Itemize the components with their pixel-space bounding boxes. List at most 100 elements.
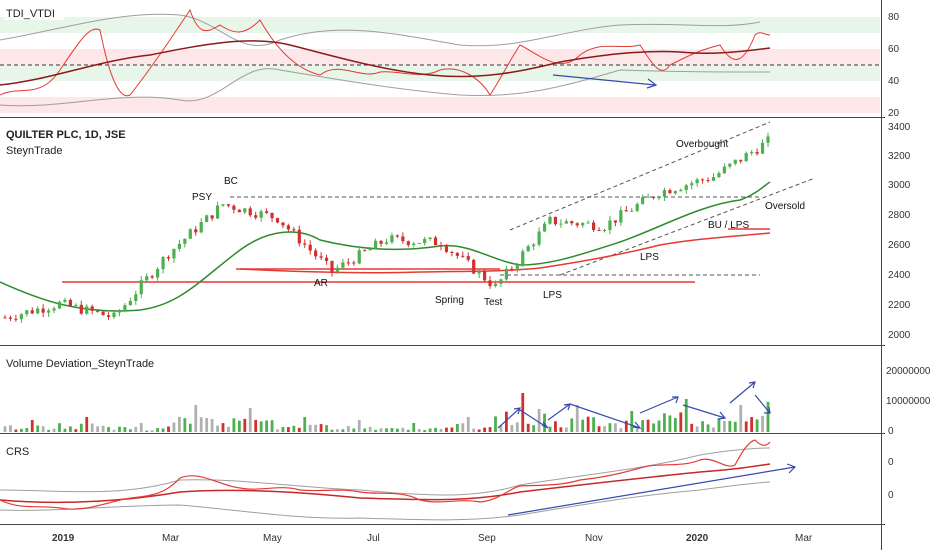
candle-body xyxy=(188,229,192,239)
tdi-tick-20: 20 xyxy=(888,108,900,119)
candle-body xyxy=(36,308,40,314)
candle-body xyxy=(90,306,94,311)
volume-bar xyxy=(188,423,192,432)
crs-upper-band xyxy=(0,447,771,496)
volume-bar xyxy=(477,429,481,432)
candle-body xyxy=(363,250,367,252)
candle-body xyxy=(177,243,181,249)
volume-bar xyxy=(717,418,721,432)
x-label-sep: Sep xyxy=(478,533,496,544)
volume-bar xyxy=(243,418,247,432)
candle-body xyxy=(52,308,56,311)
candle-body xyxy=(695,179,699,184)
candle-body xyxy=(401,236,405,242)
candle-body xyxy=(750,152,754,154)
volume-bar xyxy=(352,428,356,432)
price-tick-2000: 2000 xyxy=(888,330,911,341)
volume-bar xyxy=(428,428,432,432)
price-tick-2400: 2400 xyxy=(888,270,911,281)
volume-bar xyxy=(483,427,486,432)
price-tick-2800: 2800 xyxy=(888,210,911,221)
x-label-mar-2020: Mar xyxy=(795,533,813,544)
candle-body xyxy=(433,237,438,246)
volume-bar xyxy=(510,424,514,432)
candle-body xyxy=(357,250,361,264)
volume-bar xyxy=(586,416,590,432)
candle-body xyxy=(221,204,225,206)
tdi-trend-arrowhead xyxy=(646,78,658,89)
candle-body xyxy=(521,251,525,265)
candle-body xyxy=(439,245,443,247)
volume-bar xyxy=(450,427,454,432)
volume-bar xyxy=(336,429,339,432)
candle-body xyxy=(265,211,269,213)
candle-body xyxy=(281,222,285,226)
price-tick-2200: 2200 xyxy=(888,300,911,311)
volume-bar xyxy=(265,420,268,432)
volume-bar xyxy=(396,428,399,432)
volume-bar xyxy=(706,424,710,432)
crs-line xyxy=(0,439,771,510)
volume-bar xyxy=(47,429,50,432)
candle-body xyxy=(597,230,601,232)
price-tick-3400: 3400 xyxy=(888,122,911,133)
volume-bar xyxy=(237,420,241,432)
tdi-tick-80: 80 xyxy=(888,12,900,23)
volume-bar xyxy=(25,427,29,432)
volume-bar xyxy=(259,421,263,432)
tdi-upper-band xyxy=(0,13,761,47)
volume-bar xyxy=(319,424,323,432)
volume-bar xyxy=(559,427,563,432)
volume-bar xyxy=(292,425,296,432)
volume-bar xyxy=(205,418,209,432)
annot-lps-1: LPS xyxy=(543,290,562,301)
candle-body xyxy=(297,229,301,244)
candle-body xyxy=(79,304,83,314)
volume-bar xyxy=(303,417,307,432)
volume-bar xyxy=(90,423,94,432)
candle-body xyxy=(662,190,667,197)
vol-arrow-5 xyxy=(639,396,679,414)
volume-bar xyxy=(74,429,78,432)
crs-tick-upper: 0 xyxy=(888,457,894,468)
candle-body xyxy=(8,317,13,319)
volume-bar xyxy=(652,423,655,432)
volume-bar xyxy=(614,423,617,432)
candle-body xyxy=(303,243,307,245)
crs-trendline-arrowhead xyxy=(786,463,797,474)
volume-bar xyxy=(58,423,61,432)
volume-bar xyxy=(608,423,612,432)
volume-bar xyxy=(472,428,476,432)
candle-body xyxy=(47,310,51,313)
annot-oversold: Oversold xyxy=(765,201,805,212)
candle-body xyxy=(106,315,111,318)
candle-body xyxy=(232,205,236,210)
candle-body xyxy=(417,243,421,245)
volume-tick-0: 0 xyxy=(888,426,894,437)
volume-bar xyxy=(695,426,699,432)
tdi-signal-line xyxy=(0,40,771,86)
price-candles xyxy=(3,132,770,323)
candle-body xyxy=(706,180,710,182)
volume-bar xyxy=(646,419,650,432)
annot-psy: PSY xyxy=(192,192,212,203)
volume-bar xyxy=(505,411,508,432)
volume-bar xyxy=(139,423,143,432)
candle-body xyxy=(406,241,410,246)
volume-bar xyxy=(439,428,443,432)
candle-body xyxy=(542,223,547,232)
x-label-jul: Jul xyxy=(367,533,380,544)
volume-bar xyxy=(167,426,170,432)
crs-lower-band xyxy=(0,481,771,521)
candle-body xyxy=(646,196,650,198)
candle-body xyxy=(423,238,427,244)
candle-body xyxy=(532,244,536,247)
candle-body xyxy=(319,256,323,258)
volume-bar xyxy=(36,425,40,432)
x-label-mar-2019: Mar xyxy=(162,533,180,544)
annot-bu-lps: BU / LPS xyxy=(708,220,749,231)
volume-bar xyxy=(63,428,67,432)
volume-bar xyxy=(123,427,127,432)
volume-bar xyxy=(761,415,764,432)
